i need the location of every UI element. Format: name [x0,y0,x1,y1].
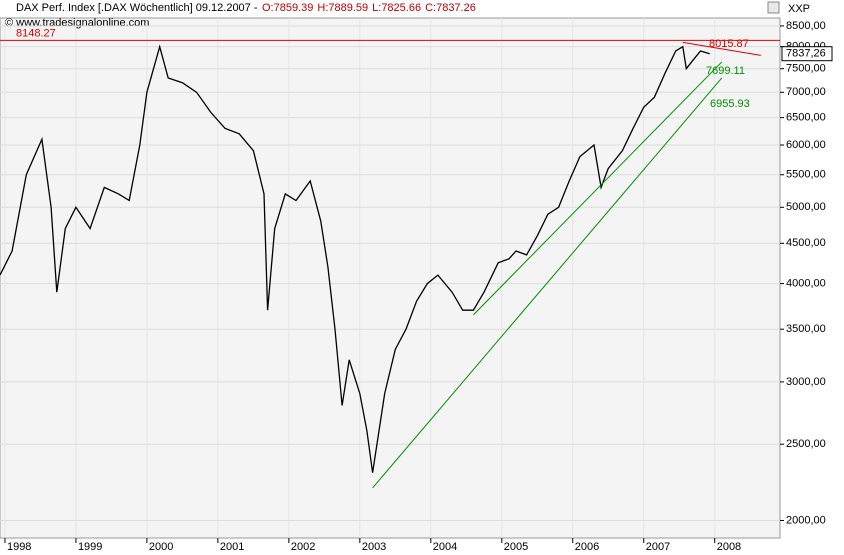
y-tick-label: 6000,00 [786,139,826,151]
trend-label: 7699.11 [706,65,745,77]
y-tick-label: 3500,00 [786,323,826,335]
last-price-label: 7837,26 [786,48,826,60]
x-tick-label: 2001 [220,541,244,553]
x-tick-label: 1999 [78,541,102,553]
x-tick-label: 2007 [646,541,670,553]
y-tick-label: 2500,00 [786,438,826,450]
y-tick-label: 7500,00 [786,63,826,75]
scroll-button[interactable] [767,1,780,14]
trend-label: 6955.93 [710,98,750,110]
x-tick-label: 2002 [291,541,315,553]
ohlc-value: H:7889.59 [317,2,368,14]
y-tick-label: 6500,00 [786,112,826,124]
x-tick-label: 2003 [362,541,386,553]
y-tick-label: 7000,00 [786,86,826,98]
x-tick-label: 1998 [7,541,31,553]
y-tick-label: 2000,00 [786,514,826,526]
x-tick-label: 2008 [717,541,741,553]
plot-area [0,17,781,539]
ohlc-value: O:7859.39 [262,2,313,14]
chart-title: DAX Perf. Index [.DAX Wöchentlich] 09.12… [16,2,258,14]
trend-line [473,61,723,316]
y-tick-label: 8500,00 [786,20,826,32]
price-line [0,44,710,473]
x-tick-label: 2005 [504,541,528,553]
x-tick-label: 2006 [575,541,599,553]
trend-line [372,77,723,489]
trend-label: 8015.87 [709,38,749,50]
x-tick-label: 2000 [149,541,173,553]
y-tick-label: 5000,00 [786,201,826,213]
y-tick-label: 4000,00 [786,277,826,289]
x-tick-label: 2004 [433,541,457,553]
ohlc-value: L:7825.66 [372,2,421,14]
resistance-label: 8148.27 [16,27,56,39]
y-tick-label: 5500,00 [786,169,826,181]
last-price-box [781,46,833,62]
ohlc-value: C:7837.26 [425,2,476,14]
trend-line [682,41,761,56]
corner-label: XXP [788,3,810,15]
y-tick-label: 4500,00 [786,237,826,249]
y-tick-label: 3000,00 [786,376,826,388]
